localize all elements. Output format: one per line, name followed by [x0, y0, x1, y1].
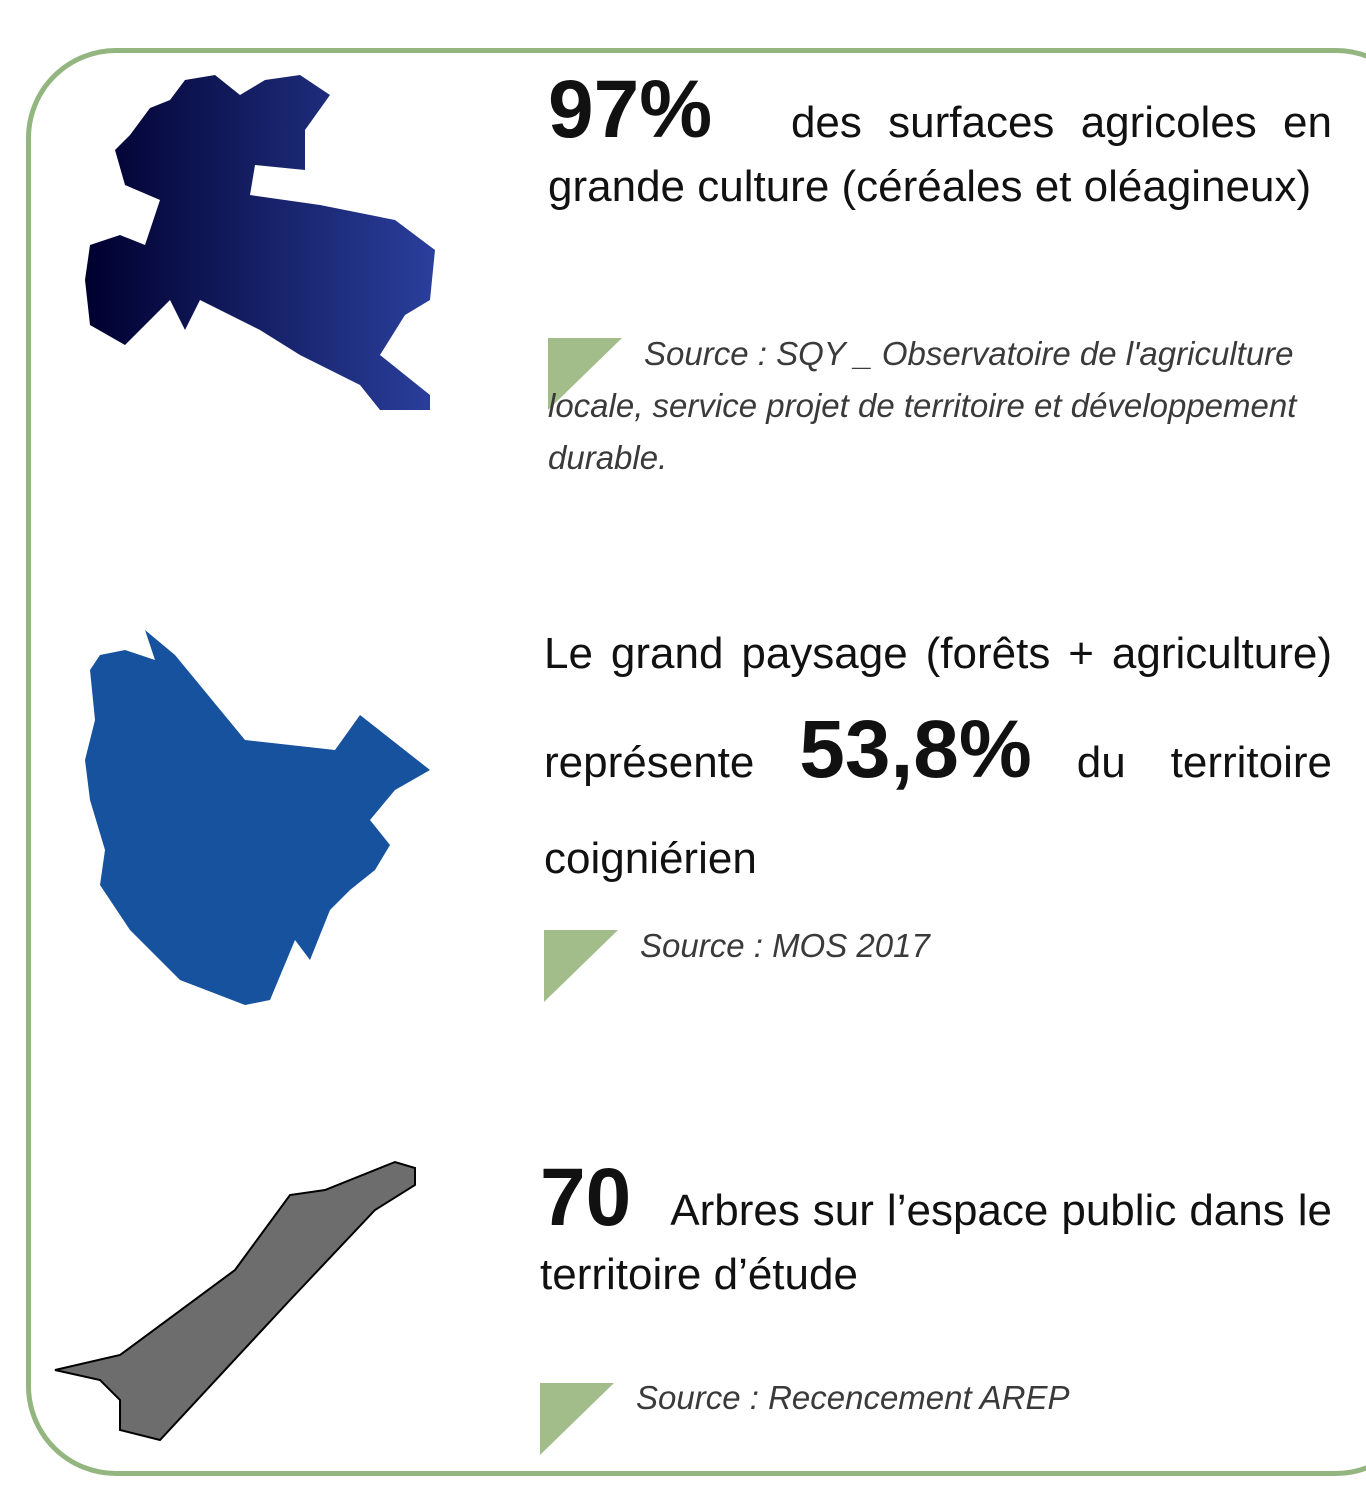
stat-description: du territoire coigniérien	[544, 738, 1332, 883]
stat-value: 97%	[548, 64, 713, 155]
source-text: Source : SQY _ Observatoire de l'agricul…	[548, 335, 1297, 476]
stat-description: des surfaces agricoles en grande culture…	[548, 98, 1332, 211]
stat-value: 53,8%	[799, 704, 1032, 795]
source: Source : SQY _ Observatoire de l'agricul…	[548, 328, 1332, 484]
stat-description: Le grand paysage (forêts + agriculture) …	[544, 629, 1332, 787]
territory-map	[85, 630, 430, 1005]
source-marker	[540, 1383, 614, 1455]
frame	[26, 48, 1366, 1476]
stat-text: Le grand paysage (forêts + agriculture) …	[544, 606, 1332, 907]
stat-value: 70	[540, 1152, 632, 1243]
stat-text: 97% des surfaces agricoles en grande cul…	[548, 69, 1332, 219]
stat-text: 70 Arbres sur l’espace public dans le te…	[540, 1157, 1332, 1307]
source-marker	[544, 930, 618, 1002]
source: Source : Recencement AREP	[540, 1372, 1324, 1424]
source-text: Source : MOS 2017	[640, 927, 930, 964]
territory-map	[85, 75, 435, 410]
source: Source : MOS 2017	[544, 920, 1328, 972]
source-marker	[548, 338, 622, 410]
territory-map	[54, 1160, 416, 1442]
source-text: Source : Recencement AREP	[636, 1379, 1070, 1416]
stat-description: Arbres sur l’espace public dans le terri…	[540, 1186, 1332, 1299]
